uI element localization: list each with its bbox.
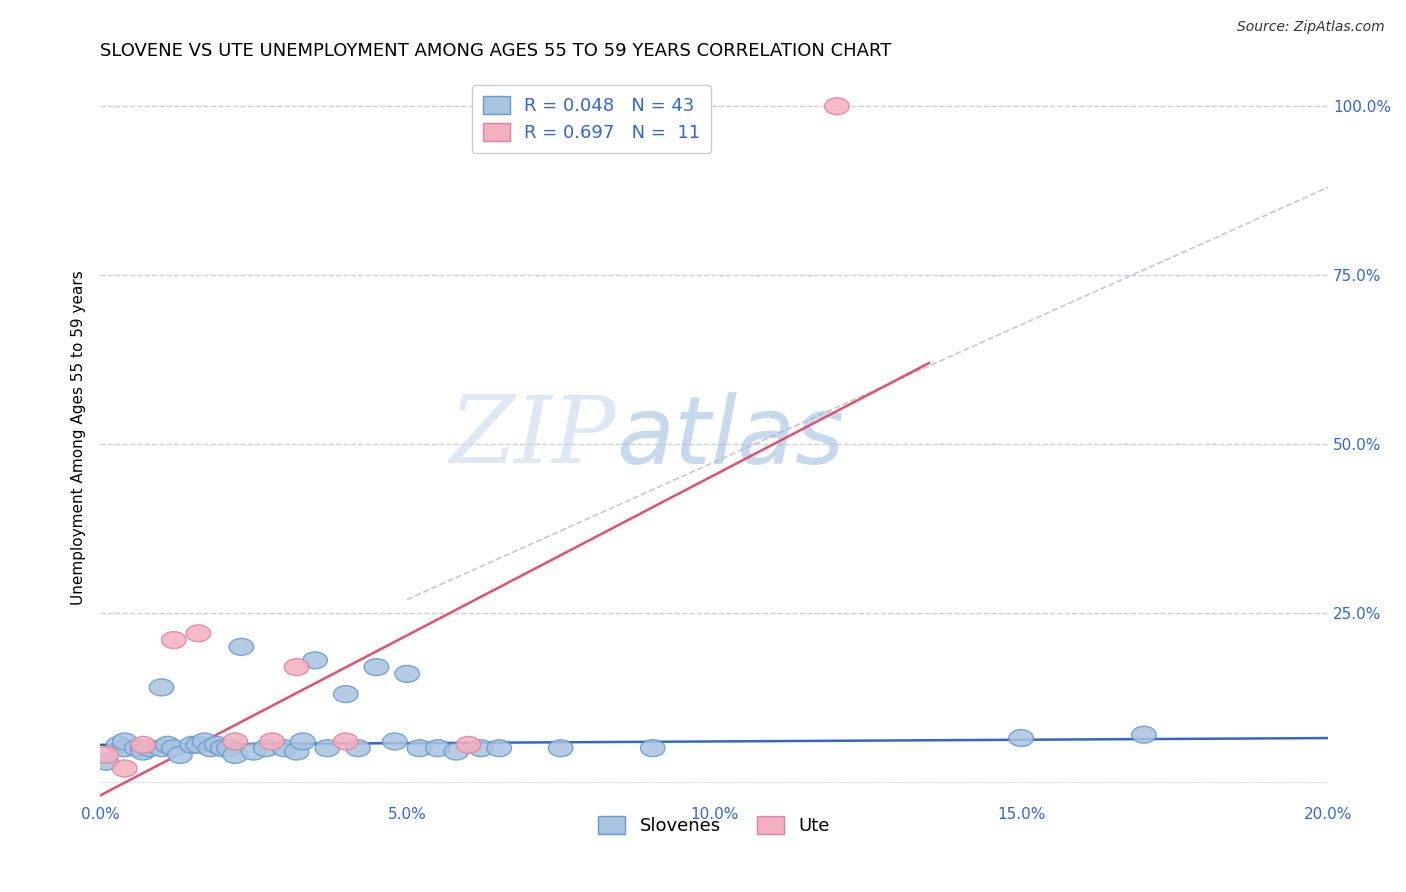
Ellipse shape xyxy=(162,739,186,756)
Ellipse shape xyxy=(131,743,156,760)
Ellipse shape xyxy=(224,733,247,750)
Legend: Slovenes, Ute: Slovenes, Ute xyxy=(589,807,839,845)
Ellipse shape xyxy=(198,739,224,756)
Ellipse shape xyxy=(131,739,156,756)
Text: Source: ZipAtlas.com: Source: ZipAtlas.com xyxy=(1237,20,1385,34)
Ellipse shape xyxy=(548,739,572,756)
Ellipse shape xyxy=(468,739,494,756)
Ellipse shape xyxy=(302,652,328,669)
Ellipse shape xyxy=(291,733,315,750)
Ellipse shape xyxy=(444,743,468,760)
Ellipse shape xyxy=(486,739,512,756)
Ellipse shape xyxy=(136,739,162,756)
Text: ZIP: ZIP xyxy=(450,392,616,483)
Ellipse shape xyxy=(186,625,211,641)
Ellipse shape xyxy=(167,747,193,764)
Ellipse shape xyxy=(94,753,118,770)
Ellipse shape xyxy=(186,737,211,753)
Ellipse shape xyxy=(125,739,149,756)
Ellipse shape xyxy=(112,760,136,777)
Ellipse shape xyxy=(333,733,359,750)
Ellipse shape xyxy=(156,737,180,753)
Ellipse shape xyxy=(346,739,370,756)
Ellipse shape xyxy=(253,739,278,756)
Ellipse shape xyxy=(162,632,186,648)
Ellipse shape xyxy=(395,665,419,682)
Ellipse shape xyxy=(364,658,388,675)
Ellipse shape xyxy=(284,658,309,675)
Ellipse shape xyxy=(260,733,284,750)
Ellipse shape xyxy=(408,739,432,756)
Ellipse shape xyxy=(382,733,408,750)
Ellipse shape xyxy=(242,743,266,760)
Ellipse shape xyxy=(426,739,450,756)
Ellipse shape xyxy=(271,739,297,756)
Ellipse shape xyxy=(457,737,481,753)
Ellipse shape xyxy=(149,739,174,756)
Ellipse shape xyxy=(112,733,136,750)
Ellipse shape xyxy=(217,739,242,756)
Ellipse shape xyxy=(1132,726,1156,743)
Ellipse shape xyxy=(224,747,247,764)
Ellipse shape xyxy=(229,639,253,656)
Text: SLOVENE VS UTE UNEMPLOYMENT AMONG AGES 55 TO 59 YEARS CORRELATION CHART: SLOVENE VS UTE UNEMPLOYMENT AMONG AGES 5… xyxy=(100,42,891,60)
Ellipse shape xyxy=(333,686,359,703)
Ellipse shape xyxy=(204,737,229,753)
Ellipse shape xyxy=(315,739,340,756)
Ellipse shape xyxy=(641,739,665,756)
Ellipse shape xyxy=(284,743,309,760)
Ellipse shape xyxy=(193,733,217,750)
Ellipse shape xyxy=(131,737,156,753)
Ellipse shape xyxy=(94,747,118,764)
Text: atlas: atlas xyxy=(616,392,844,483)
Ellipse shape xyxy=(211,739,235,756)
Y-axis label: Unemployment Among Ages 55 to 59 years: Unemployment Among Ages 55 to 59 years xyxy=(72,270,86,605)
Ellipse shape xyxy=(180,737,204,753)
Ellipse shape xyxy=(825,98,849,115)
Ellipse shape xyxy=(112,739,136,756)
Ellipse shape xyxy=(1010,730,1033,747)
Ellipse shape xyxy=(107,737,131,753)
Ellipse shape xyxy=(149,679,174,696)
